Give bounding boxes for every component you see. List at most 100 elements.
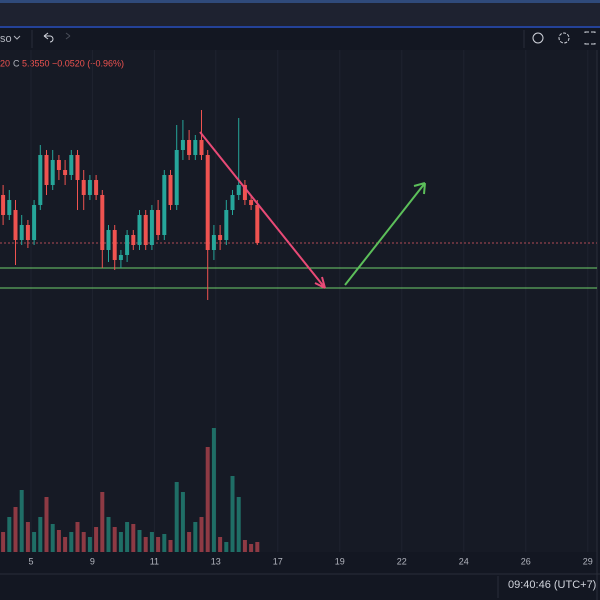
candle-body [236,185,241,195]
volume-bar [205,447,210,552]
symbol-fragment: so [0,33,12,45]
volume-bar [63,537,68,552]
volume-bar [180,492,185,552]
volume-bar [199,517,204,552]
candle-body [69,155,74,175]
candle-body [106,230,111,250]
legend-label: C [13,58,20,68]
x-tick-label: 19 [335,556,345,566]
x-tick-label: 9 [90,556,95,566]
x-tick-label: 11 [150,556,159,566]
volume-bar [38,517,43,552]
x-tick-label: 24 [459,556,469,566]
volume-bar [156,537,161,552]
status-bar [0,575,600,600]
volume-bar [125,522,130,552]
volume-bar [137,530,142,552]
volume-bar [112,527,117,552]
volume-bar [168,540,173,552]
candle-body [112,230,117,260]
candle-body [125,235,130,255]
volume-bar [94,527,99,552]
candle-body [143,215,148,245]
volume-bar [19,490,24,552]
candle-body [137,215,142,245]
candle-body [205,155,210,250]
candle-body [211,235,216,250]
volume-bar [242,540,247,552]
legend-change: −0.0520 (−0.96%) [52,58,124,68]
candle-body [230,195,235,210]
candle-body [149,210,154,245]
candle-body [255,205,260,243]
candle-body [7,200,12,215]
volume-bar [25,522,30,552]
candle-body [32,205,37,240]
volume-bar [224,542,229,552]
candle-body [56,160,61,170]
candle-body [162,175,167,235]
dropdown-icon[interactable] [13,35,21,40]
volume-bar [7,517,12,552]
candle-body [38,155,43,205]
candle-body [94,180,99,195]
candle-body [168,175,173,205]
legend-value: 20 [0,58,10,68]
candle-body [19,225,24,240]
volume-bar [118,532,123,552]
clock: 09:40:46 (UTC+7) [508,579,596,591]
legend-value: 5.3550 [22,58,50,68]
alert-button[interactable] [532,32,544,44]
candle-body [174,150,179,205]
volume-bar [174,482,179,552]
time-axis [0,552,600,574]
x-tick-label: 22 [397,556,407,566]
x-tick-label: 26 [521,556,531,566]
candle-body [131,235,136,245]
candle-body [25,225,30,240]
candle-body [242,185,247,200]
volume-bar [87,537,92,552]
volume-bar [230,476,235,552]
volume-bar [249,544,254,552]
x-tick-label: 29 [583,556,593,566]
top-bar [0,0,600,28]
drawing-arrow-down[interactable] [199,131,326,289]
volume-bar [1,532,6,552]
candle-body [81,180,86,195]
candle-body [13,210,18,240]
volume-bar [69,532,74,552]
volume-bar [56,530,61,552]
candle-body [87,180,92,195]
candle-body [50,160,55,185]
volume-bar [81,532,86,552]
volume-bar [236,497,241,552]
candle-body [224,210,229,240]
toolbar [0,28,600,50]
fullscreen-button[interactable] [584,31,596,45]
volume-bar [255,542,260,552]
candle-body [75,155,80,180]
volume-bar [75,522,80,552]
redo-button[interactable] [65,32,71,40]
volume-bar [131,524,136,552]
candle-body [249,200,254,205]
volume-bar [100,492,105,552]
settings-button[interactable] [558,32,570,44]
volume-bar [143,537,148,552]
legend-text: 20 C 5.3550 −0.0520 (−0.96%) [0,58,124,68]
volume-bar [13,507,18,552]
top-border [0,26,600,28]
x-tick-label: 5 [28,556,33,566]
volume-bar [50,524,55,552]
candle-body [187,140,192,155]
volume-bar [187,532,192,552]
undo-button[interactable] [43,32,54,43]
drawing-arrow-up[interactable] [344,182,426,286]
volume-bar [32,532,37,552]
volume-bar [162,534,167,552]
volume-bar [44,497,49,552]
candle-body [156,210,161,235]
volume-bar [149,532,154,552]
